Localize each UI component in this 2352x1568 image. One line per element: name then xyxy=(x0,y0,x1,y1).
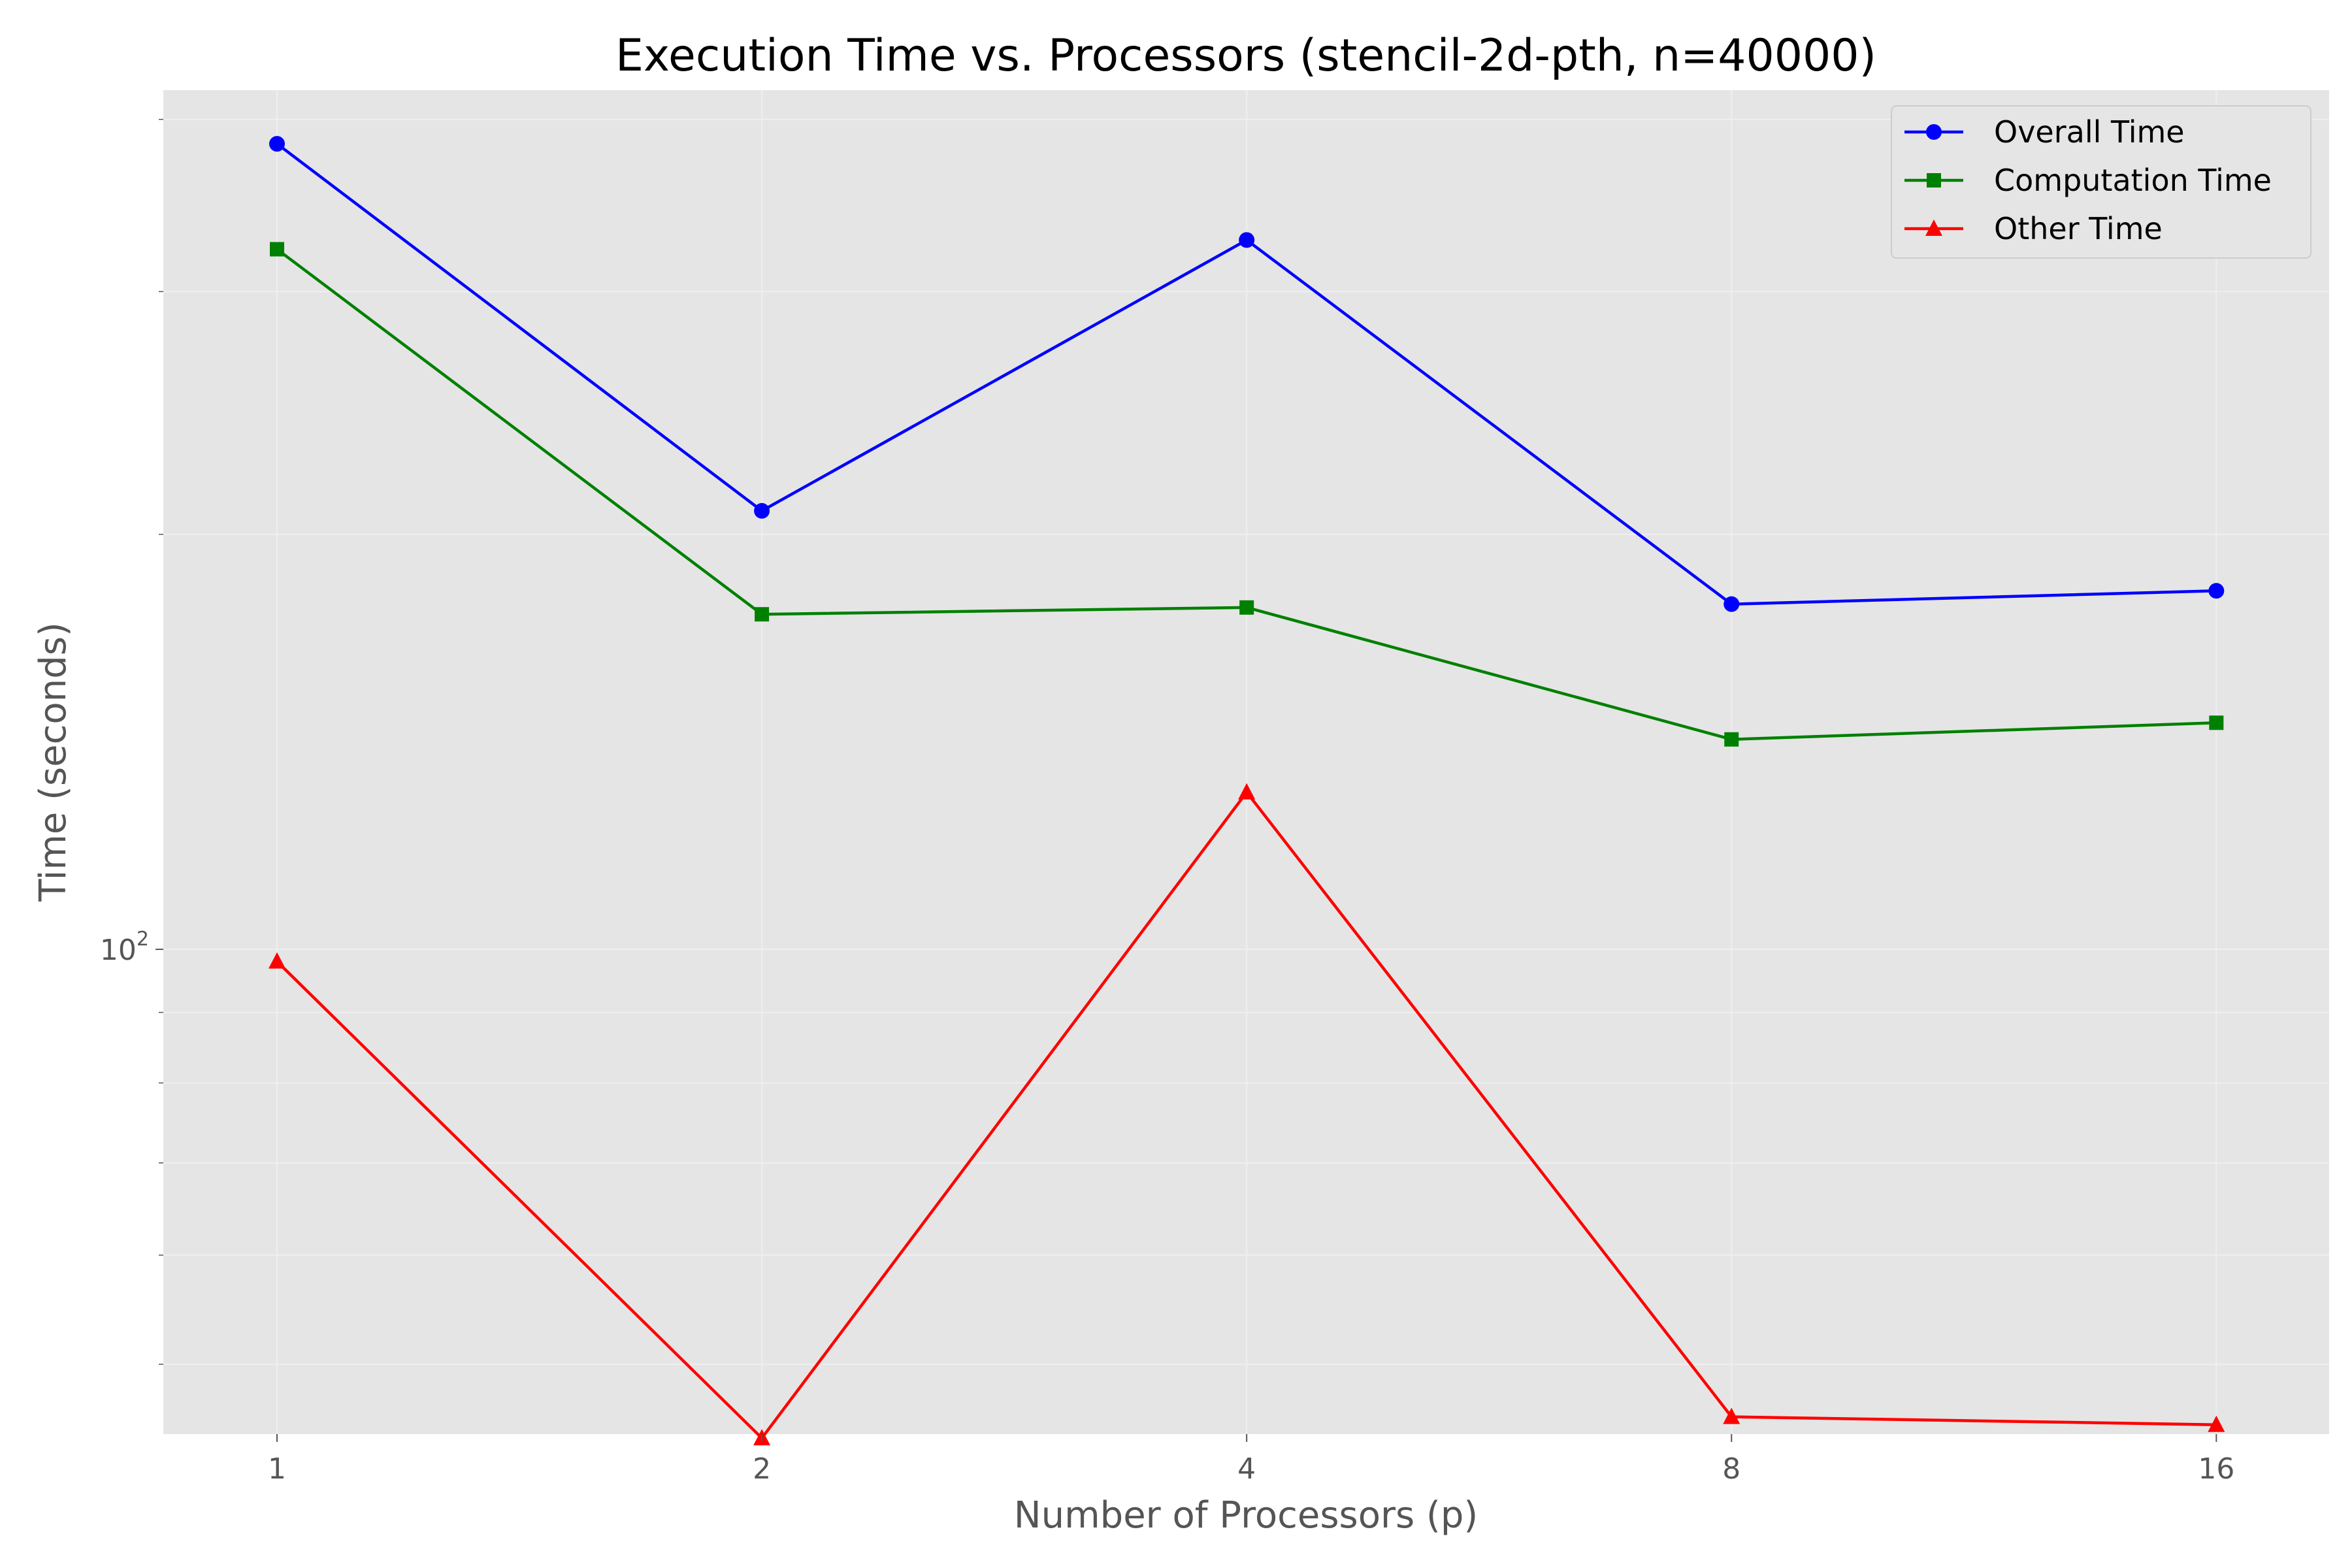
legend-marker xyxy=(1927,173,1941,188)
y-tick-label: 102 xyxy=(100,928,149,967)
data-point xyxy=(1239,600,1254,615)
y-tick-base: 10 xyxy=(100,934,137,967)
y-axis-ticks: 102 xyxy=(100,928,163,967)
data-point xyxy=(755,607,770,622)
legend-entry: Overall Time xyxy=(1904,114,2185,150)
legend-marker xyxy=(1925,220,1942,236)
y-axis-label: Time (seconds) xyxy=(32,622,74,902)
y-minor-ticks xyxy=(159,118,163,1365)
data-point xyxy=(1239,232,1255,248)
data-point xyxy=(2208,583,2225,599)
data-point xyxy=(268,952,286,969)
legend-entry: Computation Time xyxy=(1904,163,2272,198)
x-axis-ticks: 1 2 4 8 16 xyxy=(268,1434,2234,1486)
legend-label: Other Time xyxy=(1994,211,2163,246)
grid xyxy=(163,90,2329,1434)
legend: Overall Time Computation Time Other Time xyxy=(1891,105,2311,259)
legend-box xyxy=(1891,105,2311,259)
x-tick-label: 1 xyxy=(268,1452,286,1486)
series-overall-time xyxy=(269,136,2225,612)
chart-title: Execution Time vs. Processors (stencil-2… xyxy=(615,30,1876,82)
data-point xyxy=(2208,1415,2225,1432)
legend-label: Overall Time xyxy=(1994,114,2185,150)
series-layer xyxy=(268,136,2225,1446)
series-computation-time xyxy=(269,242,2224,747)
data-point xyxy=(2209,715,2224,730)
data-point xyxy=(269,242,284,257)
y-tick-exponent: 2 xyxy=(137,928,149,951)
x-tick-label: 4 xyxy=(1237,1452,1256,1486)
x-tick-label: 2 xyxy=(753,1452,771,1486)
data-point xyxy=(1723,1407,1740,1424)
data-point xyxy=(754,502,770,519)
data-point xyxy=(1724,732,1739,747)
data-point xyxy=(269,136,285,152)
legend-entry: Other Time xyxy=(1904,211,2163,246)
x-tick-label: 8 xyxy=(1722,1452,1740,1486)
x-axis-label: Number of Processors (p) xyxy=(1014,1494,1478,1537)
data-point xyxy=(1723,596,1740,612)
data-point xyxy=(1238,783,1256,800)
legend-marker xyxy=(1926,124,1942,140)
legend-label: Computation Time xyxy=(1994,163,2272,198)
x-tick-label: 16 xyxy=(2198,1452,2234,1486)
series-other-time xyxy=(268,783,2225,1446)
